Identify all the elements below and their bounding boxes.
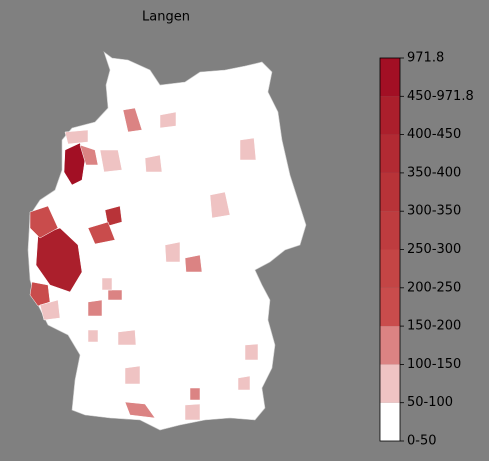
region — [184, 254, 203, 273]
colorbar-segment — [380, 96, 400, 135]
colorbar-label: 100-150 — [407, 357, 461, 372]
colorbar-segment — [380, 134, 400, 173]
colorbar-label: 300-350 — [407, 204, 461, 219]
region — [124, 401, 156, 419]
region — [189, 387, 201, 401]
colorbar-label: 150-200 — [407, 319, 461, 334]
region — [101, 277, 113, 291]
colorbar-segment — [380, 364, 400, 403]
region — [87, 329, 99, 343]
region — [87, 299, 103, 317]
colorbar-label: 450-971.8 — [407, 89, 474, 104]
colorbar-label: 0-50 — [407, 434, 437, 449]
colorbar-label: 50-100 — [407, 395, 453, 410]
region — [79, 144, 99, 166]
region — [64, 129, 89, 145]
region — [244, 343, 259, 361]
colorbar-segment — [380, 326, 400, 365]
region — [237, 375, 251, 391]
colorbar-segment — [380, 287, 400, 327]
colorbar-segment — [380, 249, 400, 288]
region — [209, 191, 231, 219]
colorbar-label: 250-300 — [407, 242, 461, 257]
region — [35, 227, 83, 293]
region — [117, 329, 137, 346]
region — [124, 365, 141, 385]
region — [184, 403, 201, 421]
region — [164, 241, 181, 263]
region — [144, 154, 163, 173]
colorbar-label: 400-450 — [407, 127, 461, 142]
region — [29, 205, 59, 239]
region — [39, 299, 61, 321]
region — [239, 137, 257, 161]
colorbar-label: 350-400 — [407, 165, 461, 180]
colorbar-label: 200-250 — [407, 280, 461, 295]
colorbar-segment — [380, 172, 400, 212]
region — [107, 289, 123, 301]
colorbar-label: 971.8 — [407, 51, 444, 66]
germany-map — [27, 51, 307, 431]
region — [104, 205, 123, 227]
region — [159, 111, 177, 129]
colorbar-segment — [380, 402, 400, 441]
region — [122, 107, 143, 133]
region — [87, 221, 116, 245]
map-title: Langen — [142, 10, 190, 25]
colorbar-segment — [380, 58, 400, 97]
region — [99, 149, 123, 173]
colorbar: 0-50 50-100 100-150 150-200 200-250 250-300 30… — [379, 51, 474, 449]
colorbar-segment — [380, 211, 400, 250]
